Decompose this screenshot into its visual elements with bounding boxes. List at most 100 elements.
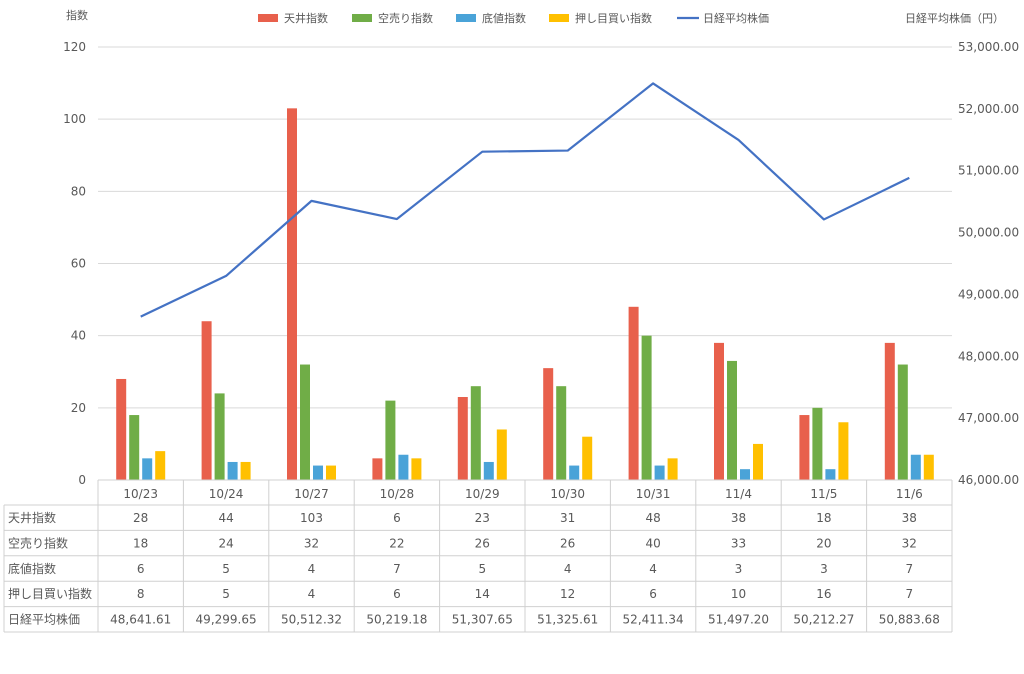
category-label: 10/23 <box>123 487 158 501</box>
bar-4 <box>753 443 763 480</box>
axes: 指数 日経平均株価（円） 0 20 40 60 80 100 120 46,000.00 47,… <box>63 8 1019 487</box>
bar-1 <box>287 108 297 480</box>
table-cell: 3 <box>735 562 743 576</box>
right-tick-label: 47,000.00 <box>958 411 1019 425</box>
bar-1 <box>628 306 639 480</box>
table-cell: 23 <box>475 511 490 525</box>
bar-3 <box>825 469 836 480</box>
bar-4 <box>411 458 422 480</box>
table-cell: 51,307.65 <box>452 613 513 627</box>
bar-4 <box>582 436 593 480</box>
table-cell: 51,497.20 <box>708 613 769 627</box>
bar-1 <box>116 378 127 480</box>
legend-swatch <box>456 14 476 22</box>
table-cell: 52,411.34 <box>623 613 684 627</box>
bar-2 <box>897 364 908 480</box>
table-cell: 26 <box>475 536 490 550</box>
line-series <box>140 82 910 318</box>
table-cell: 12 <box>560 587 575 601</box>
bar-2 <box>812 407 823 480</box>
data-table: 10/23 10/24 10/27 10/28 10/29 10/30 10/31 11/4 1… <box>3 479 953 633</box>
legend-label: 日経平均株価 <box>703 11 769 25</box>
bar-3 <box>569 465 580 480</box>
table-cell: 48 <box>645 511 660 525</box>
bar-4 <box>923 454 934 480</box>
bar-2 <box>470 386 481 480</box>
table-cell: 4 <box>649 562 657 576</box>
category-label: 10/30 <box>550 487 585 501</box>
bar-1 <box>714 342 724 480</box>
bar-1 <box>543 368 554 480</box>
right-tick-label: 49,000.00 <box>958 287 1019 301</box>
table-cell: 5 <box>222 587 230 601</box>
table-cell: 22 <box>389 536 404 550</box>
legend-swatch <box>352 14 372 22</box>
bar-2 <box>556 386 567 480</box>
category-label: 11/6 <box>896 487 923 501</box>
right-tick-label: 50,000.00 <box>958 226 1019 240</box>
left-tick-label: 20 <box>71 401 86 415</box>
table-cell: 50,212.27 <box>793 613 854 627</box>
bar-1 <box>457 397 468 480</box>
table-cell: 103 <box>300 511 323 525</box>
left-tick-label: 60 <box>71 257 86 271</box>
table-cell: 38 <box>731 511 746 525</box>
bar-series <box>116 108 934 480</box>
right-tick-label: 46,000.00 <box>958 473 1019 487</box>
left-tick-label: 0 <box>78 473 86 487</box>
bar-2 <box>727 360 737 480</box>
bar-3 <box>740 469 750 480</box>
left-tick-label: 80 <box>71 184 86 198</box>
table-cell: 32 <box>304 536 319 550</box>
table-cell: 7 <box>905 562 913 576</box>
table-cell: 4 <box>564 562 572 576</box>
legend-swatch <box>549 14 569 22</box>
table-row-header: 底値指数 <box>8 561 56 576</box>
table-cell: 20 <box>816 536 831 550</box>
right-tick-label: 53,000.00 <box>958 40 1019 54</box>
bar-2 <box>641 335 652 480</box>
bar-3 <box>654 465 665 480</box>
table-cell: 4 <box>308 587 316 601</box>
bar-3 <box>398 454 409 480</box>
bar-3 <box>313 465 323 480</box>
bar-4 <box>155 451 166 480</box>
table-row-header: 空売り指数 <box>8 535 68 550</box>
table-cell: 50,219.18 <box>366 613 427 627</box>
legend-label: 天井指数 <box>284 11 328 25</box>
table-cell: 18 <box>133 536 148 550</box>
bar-4 <box>240 461 251 480</box>
category-label: 11/4 <box>725 487 752 501</box>
table-row-header: 天井指数 <box>8 510 56 525</box>
table-cell: 50,883.68 <box>879 613 940 627</box>
table-cell: 6 <box>649 587 657 601</box>
bar-2 <box>129 415 140 480</box>
table-cell: 5 <box>222 562 230 576</box>
table-cell: 31 <box>560 511 575 525</box>
legend-swatch <box>258 14 278 22</box>
table-cell: 7 <box>905 587 913 601</box>
table-cell: 6 <box>393 587 401 601</box>
table-cell: 50,512.32 <box>281 613 342 627</box>
table-cell: 48,641.61 <box>110 613 171 627</box>
bar-4 <box>838 422 849 480</box>
legend-label: 底値指数 <box>482 11 526 25</box>
bar-3 <box>142 458 153 480</box>
bar-1 <box>201 321 212 480</box>
right-tick-label: 52,000.00 <box>958 102 1019 116</box>
table-cell: 40 <box>645 536 660 550</box>
table-cell: 5 <box>478 562 486 576</box>
table-cell: 4 <box>308 562 316 576</box>
category-label: 10/28 <box>380 487 415 501</box>
category-label: 10/29 <box>465 487 500 501</box>
table-cell: 8 <box>137 587 145 601</box>
table-cell: 6 <box>393 511 401 525</box>
table-cell: 7 <box>393 562 401 576</box>
table-cell: 18 <box>816 511 831 525</box>
table-cell: 49,299.65 <box>196 613 257 627</box>
table-cell: 14 <box>475 587 490 601</box>
bar-1 <box>372 458 383 480</box>
category-label: 11/5 <box>810 487 837 501</box>
legend-label: 押し目買い指数 <box>575 11 652 25</box>
table-cell: 51,325.61 <box>537 613 598 627</box>
